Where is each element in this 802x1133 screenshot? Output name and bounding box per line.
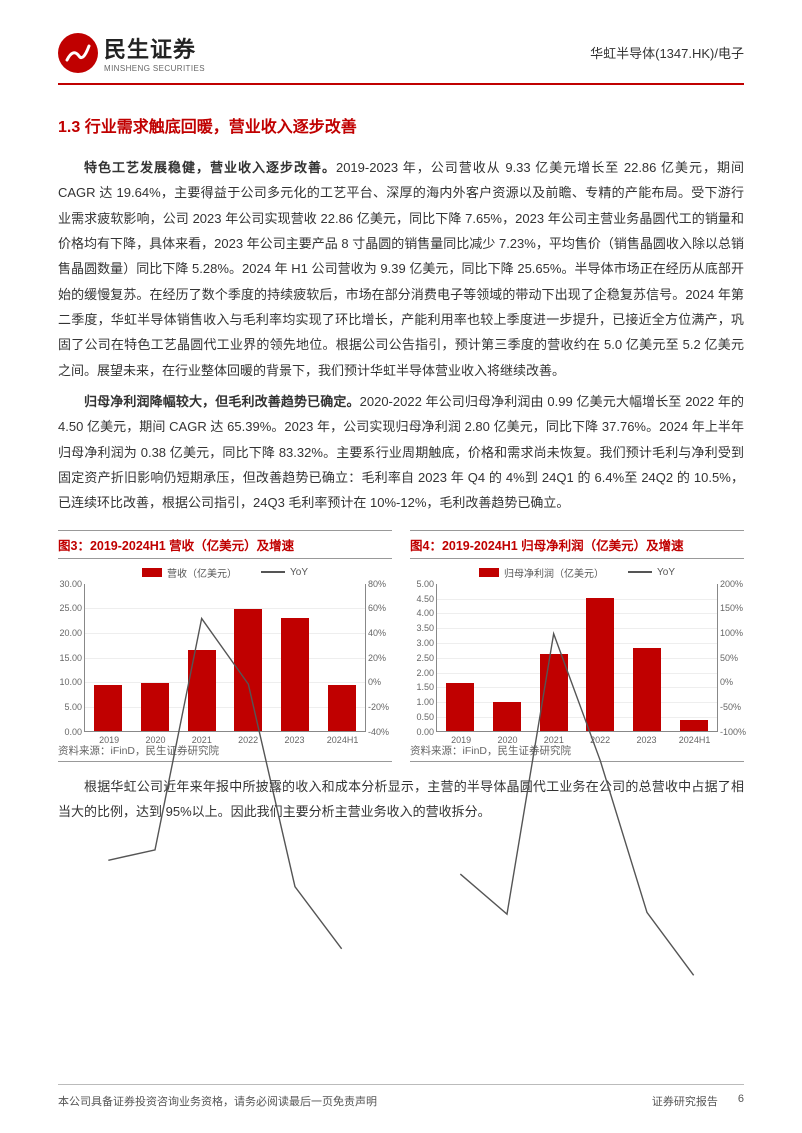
ytick-right: 150% [717,603,743,613]
ytick-right: 0% [717,677,733,687]
ytick-left: 5.00 [416,579,437,589]
logo-text-en: MINSHENG SECURITIES [104,64,205,73]
ytick-left: 30.00 [59,579,85,589]
footer-left: 本公司具备证券投资咨询业务资格，请务必阅读最后一页免责声明 [58,1093,377,1109]
paragraph-1: 特色工艺发展稳健，营业收入逐步改善。2019-2023 年，公司营收从 9.33… [58,155,744,383]
ytick-right: -20% [365,702,389,712]
header-ticker: 华虹半导体(1347.HK)/电子 [590,43,744,62]
para2-lead: 归母净利润降幅较大，但毛利改善趋势已确定。 [84,394,360,409]
ytick-left: 0.00 [64,727,85,737]
charts-row: 图3：2019-2024H1 营收（亿美元）及增速 营收（亿美元） YoY 0.00… [58,530,744,762]
ytick-right: 0% [365,677,381,687]
ytick-left: 4.50 [416,594,437,604]
ytick-right: 200% [717,579,743,589]
chart3-title: 图3：2019-2024H1 营收（亿美元）及增速 [58,530,392,559]
ytick-right: 20% [365,653,386,663]
ytick-right: -50% [717,702,741,712]
ytick-right: 80% [365,579,386,589]
legend-bar: 归母净利润（亿美元） [479,565,604,580]
legend-line: YoY [628,565,675,580]
ytick-left: 25.00 [59,603,85,613]
ytick-right: -40% [365,727,389,737]
footer-right-label: 证券研究报告 [652,1093,718,1109]
ytick-right: 40% [365,628,386,638]
logo: 民生证券 MINSHENG SECURITIES [58,32,205,73]
ytick-right: -100% [717,727,746,737]
ytick-left: 3.50 [416,623,437,633]
page-footer: 本公司具备证券投资咨询业务资格，请务必阅读最后一页免责声明 证券研究报告 6 [58,1084,744,1109]
ytick-right: 50% [717,653,738,663]
page-number: 6 [738,1093,744,1109]
ytick-left: 0.00 [416,727,437,737]
para2-body: 2020-2022 年公司归母净利润由 0.99 亿美元大幅增长至 2022 年… [58,394,744,510]
ytick-left: 2.00 [416,668,437,678]
para1-lead: 特色工艺发展稳健，营业收入逐步改善。 [84,160,336,175]
ytick-right: 100% [717,628,743,638]
para1-body: 2019-2023 年，公司营收从 9.33 亿美元增长至 22.86 亿美元，… [58,160,744,378]
legend-line: YoY [261,565,308,580]
ytick-left: 5.00 [64,702,85,712]
chart-4: 图4：2019-2024H1 归母净利润（亿美元）及增速 归母净利润（亿美元） Y… [410,530,744,762]
section-title: 1.3 行业需求触底回暖，营业收入逐步改善 [58,113,744,137]
ytick-left: 10.00 [59,677,85,687]
page-header: 民生证券 MINSHENG SECURITIES 华虹半导体(1347.HK)/… [58,32,744,85]
chart4-title: 图4：2019-2024H1 归母净利润（亿美元）及增速 [410,530,744,559]
ytick-left: 15.00 [59,653,85,663]
logo-text-cn: 民生证券 [104,32,205,64]
ytick-left: 1.00 [416,697,437,707]
ytick-left: 1.50 [416,682,437,692]
chart-3: 图3：2019-2024H1 营收（亿美元）及增速 营收（亿美元） YoY 0.00… [58,530,392,762]
ytick-left: 0.50 [416,712,437,722]
ytick-right: 60% [365,603,386,613]
ytick-left: 3.00 [416,638,437,648]
logo-icon [58,33,98,73]
paragraph-2: 归母净利润降幅较大，但毛利改善趋势已确定。2020-2022 年公司归母净利润由… [58,389,744,516]
ytick-left: 20.00 [59,628,85,638]
ytick-left: 2.50 [416,653,437,663]
legend-bar: 营收（亿美元） [142,565,237,580]
ytick-left: 4.00 [416,608,437,618]
